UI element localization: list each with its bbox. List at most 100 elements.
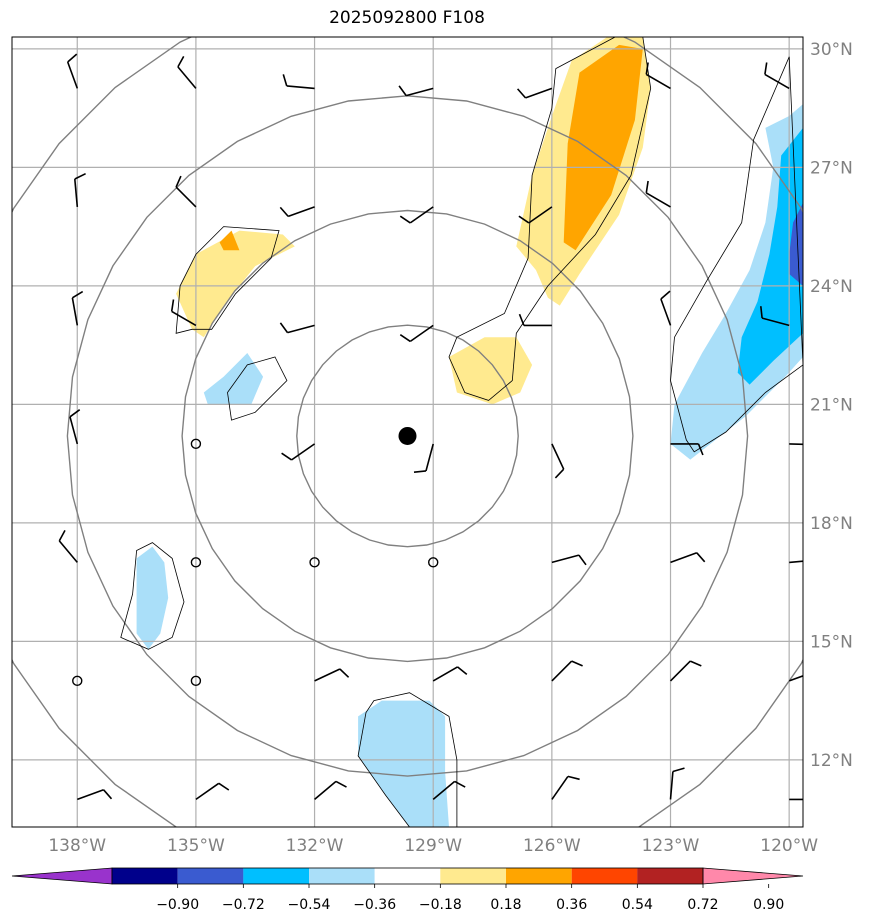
barb-flag bbox=[71, 290, 84, 299]
storm-center-dot bbox=[398, 426, 417, 445]
barb-flag bbox=[817, 445, 821, 456]
contour-line bbox=[175, 226, 280, 334]
barb-flag bbox=[697, 443, 704, 456]
barb-flag bbox=[218, 782, 230, 791]
wind-barb bbox=[74, 172, 86, 207]
latitude-label: 18°N bbox=[810, 514, 853, 534]
wind-barb bbox=[432, 666, 468, 682]
barb-flag bbox=[554, 468, 565, 479]
colorbar-tick-label: 0.72 bbox=[687, 897, 718, 913]
barb-flag bbox=[689, 660, 702, 667]
colorbar-tick-label: −0.54 bbox=[288, 897, 331, 913]
shaded-region bbox=[176, 230, 295, 338]
colorbar-swatch bbox=[637, 868, 703, 884]
barb-staff bbox=[291, 443, 316, 461]
colorbar-max-extension bbox=[702, 867, 804, 885]
barb-flag bbox=[672, 767, 685, 773]
colorbar-tick-label: 0.90 bbox=[753, 897, 784, 913]
barb-staff bbox=[525, 87, 553, 99]
wind-barb bbox=[660, 290, 672, 326]
barb-flag bbox=[398, 85, 407, 97]
wind-barb bbox=[788, 675, 803, 682]
barb-staff bbox=[177, 66, 197, 89]
wind-barb bbox=[760, 306, 790, 327]
barb-flag bbox=[645, 62, 649, 75]
range-ring bbox=[12, 37, 803, 827]
barb-staff bbox=[425, 443, 434, 472]
barb-staff bbox=[405, 87, 434, 97]
barb-staff bbox=[789, 560, 803, 564]
barb-staff bbox=[551, 443, 565, 470]
range-ring bbox=[66, 95, 749, 777]
colorbar-tick-label: −0.90 bbox=[156, 897, 199, 913]
barb-staff bbox=[409, 206, 434, 224]
barb-flag bbox=[645, 180, 649, 194]
wind-barb bbox=[279, 206, 315, 218]
shaded-region bbox=[358, 700, 449, 827]
lat-lon-gridlines bbox=[12, 37, 803, 827]
longitude-label: 123°W bbox=[642, 836, 700, 856]
longitude-label: 135°W bbox=[167, 836, 225, 856]
wind-barb bbox=[789, 443, 821, 456]
barb-flag bbox=[281, 452, 293, 461]
wind-barb bbox=[177, 56, 197, 89]
barb-flag bbox=[696, 552, 706, 563]
wind-barb bbox=[66, 53, 79, 89]
wind-barb bbox=[413, 443, 434, 473]
barb-staff bbox=[58, 540, 78, 563]
colorbar-tick-label: 0.36 bbox=[556, 897, 587, 913]
shaded-region bbox=[136, 546, 169, 650]
wind-barb bbox=[789, 560, 803, 564]
colorbar-outline bbox=[111, 867, 704, 885]
barb-staff bbox=[669, 771, 674, 800]
anomaly-shading bbox=[136, 37, 803, 827]
barb-staff bbox=[287, 206, 315, 218]
barb-flag bbox=[175, 175, 182, 188]
latitude-label: 27°N bbox=[810, 158, 853, 178]
longitude-labels: 138°W 135°W 132°W 129°W 126°W 123°W 120°W bbox=[48, 836, 818, 856]
barb-staff bbox=[314, 668, 341, 682]
colorbar-swatch bbox=[571, 868, 638, 884]
longitude-label: 138°W bbox=[48, 836, 106, 856]
wind-barb bbox=[670, 552, 706, 564]
barb-staff bbox=[764, 73, 790, 90]
contour-line bbox=[448, 37, 652, 401]
range-ring bbox=[181, 209, 634, 663]
barb-flag bbox=[74, 172, 86, 180]
barb-staff bbox=[788, 675, 803, 682]
colorbar-swatch bbox=[440, 868, 506, 884]
barb-flag bbox=[170, 299, 175, 312]
wind-barb bbox=[71, 290, 84, 326]
colorbar-tick-label: −0.72 bbox=[222, 897, 265, 913]
barb-staff bbox=[669, 660, 691, 682]
wind-barb bbox=[789, 798, 803, 801]
barb-staff bbox=[789, 443, 803, 446]
colorbar-swatch bbox=[112, 868, 178, 884]
colorbar-swatch bbox=[506, 868, 572, 884]
shaded-region bbox=[789, 202, 803, 286]
shaded-region bbox=[449, 337, 533, 405]
colorbar-tick-label: −0.36 bbox=[353, 897, 396, 913]
colorbar: −0.90 −0.72 −0.54 −0.36 −0.18 0.18 0.36 0.54 0.7… bbox=[11, 867, 804, 913]
wind-barb bbox=[398, 85, 434, 97]
barb-staff bbox=[171, 310, 197, 327]
wind-barb bbox=[670, 443, 704, 456]
barb-flag bbox=[456, 666, 468, 676]
shaded-region bbox=[563, 44, 643, 251]
barb-flag bbox=[399, 215, 411, 224]
wind-barb bbox=[645, 180, 671, 208]
wind-barb bbox=[551, 443, 565, 479]
wind-barb bbox=[669, 767, 685, 800]
barb-staff bbox=[409, 324, 434, 343]
wind-barb bbox=[281, 443, 316, 461]
barb-flag bbox=[279, 206, 289, 217]
wind-barb bbox=[175, 175, 197, 208]
wind-barb bbox=[58, 530, 78, 563]
barb-staff bbox=[551, 660, 573, 682]
barb-flag bbox=[279, 322, 289, 334]
latitude-label: 24°N bbox=[810, 277, 853, 297]
barb-staff bbox=[71, 297, 79, 326]
wind-barb bbox=[282, 74, 315, 90]
contour-line bbox=[227, 356, 288, 421]
barb-flag bbox=[764, 62, 768, 75]
